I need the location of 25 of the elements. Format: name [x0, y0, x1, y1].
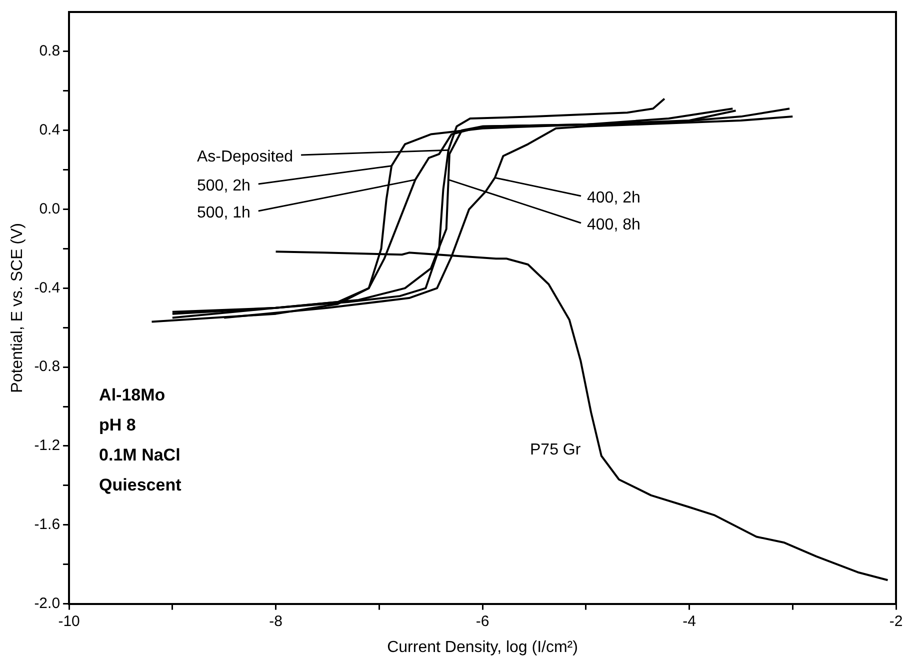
x-tick-label: -8	[269, 612, 282, 630]
y-tick-label: -0.4	[34, 279, 60, 296]
annotation: 400, 8h	[587, 216, 640, 234]
annotation: Al-18Mo	[99, 386, 166, 405]
annotation: 400, 2h	[587, 189, 640, 206]
y-tick-label: 0.0	[39, 200, 60, 218]
annotation: 0.1M NaCl	[99, 446, 180, 465]
y-tick-label: -1.2	[34, 437, 60, 454]
annotation: As-Deposited	[197, 148, 294, 166]
x-tick-label: -10	[58, 612, 80, 630]
y-tick-label: -2.0	[34, 594, 60, 612]
annotation: 500, 1h	[197, 204, 250, 222]
x-axis-title: Current Density, log (I/cm²)	[387, 638, 578, 656]
annotation: Quiescent	[99, 476, 182, 495]
y-tick-label: -0.8	[34, 358, 60, 376]
y-tick-label: -1.6	[34, 516, 60, 534]
x-tick-label: -2	[889, 612, 903, 630]
annotation: pH 8	[99, 416, 136, 435]
x-tick-label: -6	[476, 612, 490, 630]
y-axis-title: Potential, E vs. SCE (V)	[9, 222, 26, 393]
y-tick-label: 0.4	[39, 122, 60, 138]
annotation: P75 Gr	[530, 441, 582, 458]
y-tick-label: 0.8	[39, 42, 60, 60]
annotation: 500, 2h	[197, 177, 250, 194]
x-tick-label: -4	[682, 612, 696, 630]
